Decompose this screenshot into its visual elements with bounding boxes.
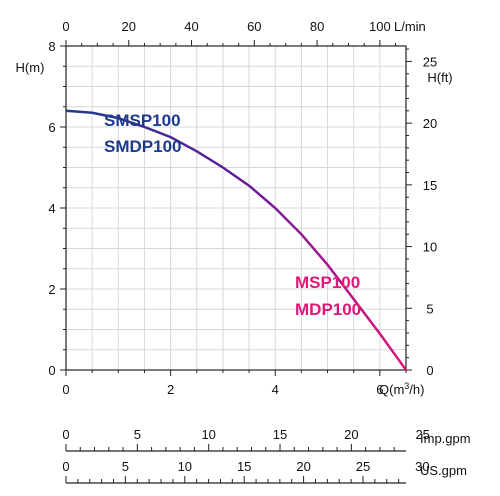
x-axis-bottom-tick-labels: 0 2 4 6	[62, 382, 383, 397]
x-axis-top-tick-labels: 0 20 40 60 80 100	[62, 19, 390, 34]
y-left-tick-label: 0	[48, 363, 55, 378]
x-top-tick-label: 20	[122, 19, 136, 34]
y-axis-left-tick-labels: 0 2 4 6 8	[48, 39, 55, 378]
imp-gpm-axis: 0 5 10 15 20 25	[62, 427, 430, 452]
x-axis-bottom-label: Q(m3/h)	[379, 381, 424, 397]
x-bottom-tick-label: 2	[167, 382, 174, 397]
x-axis-top-label: L/min	[394, 19, 426, 34]
axis-tick-label: 15	[237, 459, 251, 474]
axis-tick-label: 20	[296, 459, 310, 474]
y-right-tick-label: 15	[423, 178, 437, 193]
imp-gpm-axis-label: Imp.gpm	[420, 431, 471, 446]
y-right-tick-label: 20	[423, 116, 437, 131]
model-label-mdp100: MDP100	[295, 300, 361, 319]
y-right-tick-label: 25	[423, 54, 437, 69]
x-bottom-tick-label: 4	[272, 382, 279, 397]
axis-tick-label: 0	[62, 427, 69, 442]
y-axis-right-label: H(ft)	[427, 70, 452, 85]
model-label-msp100: MSP100	[295, 273, 360, 292]
plot-grid	[66, 46, 406, 370]
x-top-tick-label: 60	[247, 19, 261, 34]
y-left-tick-label: 4	[48, 201, 55, 216]
y-right-tick-label: 0	[426, 363, 433, 378]
x-top-tick-label: 100	[369, 19, 391, 34]
x-top-tick-label: 80	[310, 19, 324, 34]
axis-ticks	[60, 40, 412, 376]
axis-tick-label: 5	[122, 459, 129, 474]
y-right-tick-label: 5	[426, 301, 433, 316]
model-label-smsp100: SMSP100	[104, 111, 181, 130]
us-gpm-axis-label: US.gpm	[420, 463, 467, 478]
y-left-tick-label: 6	[48, 120, 55, 135]
axis-tick-label: 10	[178, 459, 192, 474]
axis-tick-label: 5	[134, 427, 141, 442]
y-left-tick-label: 8	[48, 39, 55, 54]
us-gpm-axis: 0 5 10 15 20 25 30	[62, 459, 430, 484]
x-bottom-tick-label: 0	[62, 382, 69, 397]
y-right-tick-label: 10	[423, 240, 437, 255]
x-top-tick-label: 40	[184, 19, 198, 34]
model-label-smdp100: SMDP100	[104, 137, 181, 156]
axis-tick-label: 25	[415, 427, 429, 442]
axis-tick-label: 25	[356, 459, 370, 474]
performance-curve-line	[65, 109, 408, 371]
y-axis-left-label: H(m)	[16, 60, 45, 75]
axis-tick-label: 30	[415, 459, 429, 474]
y-left-tick-label: 2	[48, 282, 55, 297]
x-bottom-tick-label: 6	[376, 382, 383, 397]
axis-tick-label: 10	[201, 427, 215, 442]
axis-tick-label: 20	[344, 427, 358, 442]
axis-tick-label: 0	[62, 459, 69, 474]
y-axis-right-tick-labels: 0 5 10 15 20 25	[423, 54, 437, 378]
x-top-tick-label: 0	[62, 19, 69, 34]
axis-tick-label: 15	[273, 427, 287, 442]
